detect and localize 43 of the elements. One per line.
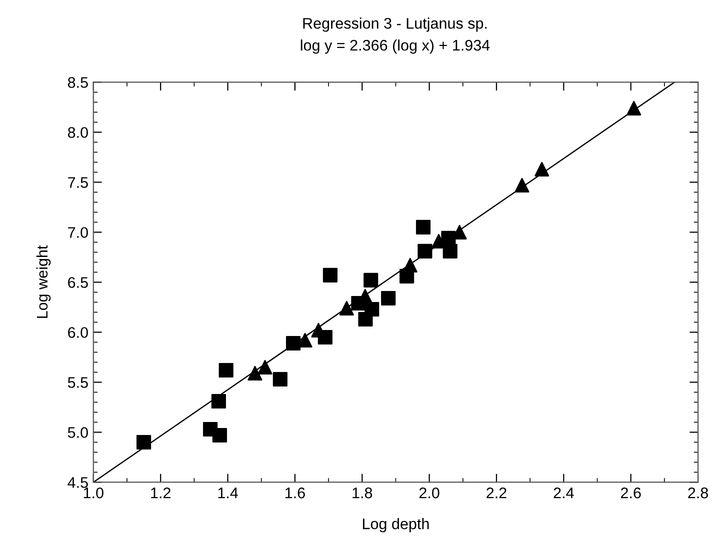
x-tick-label: 2.6	[620, 488, 641, 498]
point	[322, 268, 338, 283]
point	[258, 360, 272, 375]
x-tick-label: 1.2	[151, 488, 170, 498]
point	[442, 244, 458, 258]
point	[534, 162, 550, 176]
point	[211, 394, 226, 409]
x-tick-label: 1.0	[84, 488, 104, 498]
y-tick-label: 4.5	[68, 477, 88, 488]
y-tick-label: 7.5	[68, 177, 88, 188]
y-tick-label: 6.0	[68, 327, 88, 338]
x-tick-label: 2.2	[486, 488, 506, 498]
y-tick-label: 6.5	[68, 277, 88, 288]
y-tick-label: 5.0	[68, 427, 88, 438]
x-tick-label: 1.4	[218, 488, 238, 498]
point	[272, 372, 288, 387]
point	[418, 244, 432, 258]
point	[364, 302, 380, 317]
y-axis-title: Log weight	[36, 245, 51, 318]
point	[402, 258, 418, 272]
chart-title: Regression 3 - Lutjanus sp.	[303, 18, 487, 32]
point	[248, 366, 262, 381]
point	[339, 300, 354, 316]
point	[381, 290, 396, 306]
x-tick-label: 2.4	[554, 488, 574, 498]
x-tick-label: 2.0	[419, 488, 440, 498]
chart-subtitle: log y = 2.366 (log x) + 1.934	[300, 39, 490, 54]
y-tick-label: 8.0	[68, 127, 88, 138]
y-tick-label: 8.5	[68, 77, 88, 88]
point	[212, 428, 227, 443]
y-tick-label: 7.0	[68, 227, 88, 238]
point	[514, 178, 530, 192]
point	[416, 220, 431, 234]
y-tick-label: 5.5	[68, 377, 88, 388]
point	[218, 362, 234, 378]
x-tick-label: 2.8	[688, 488, 708, 498]
point	[286, 336, 301, 351]
x-axis-title: Log depth	[362, 518, 429, 532]
x-tick-label: 1.6	[285, 488, 305, 498]
point	[364, 272, 378, 288]
point	[136, 434, 152, 450]
x-tick-label: 1.8	[352, 488, 372, 498]
point	[626, 100, 642, 116]
